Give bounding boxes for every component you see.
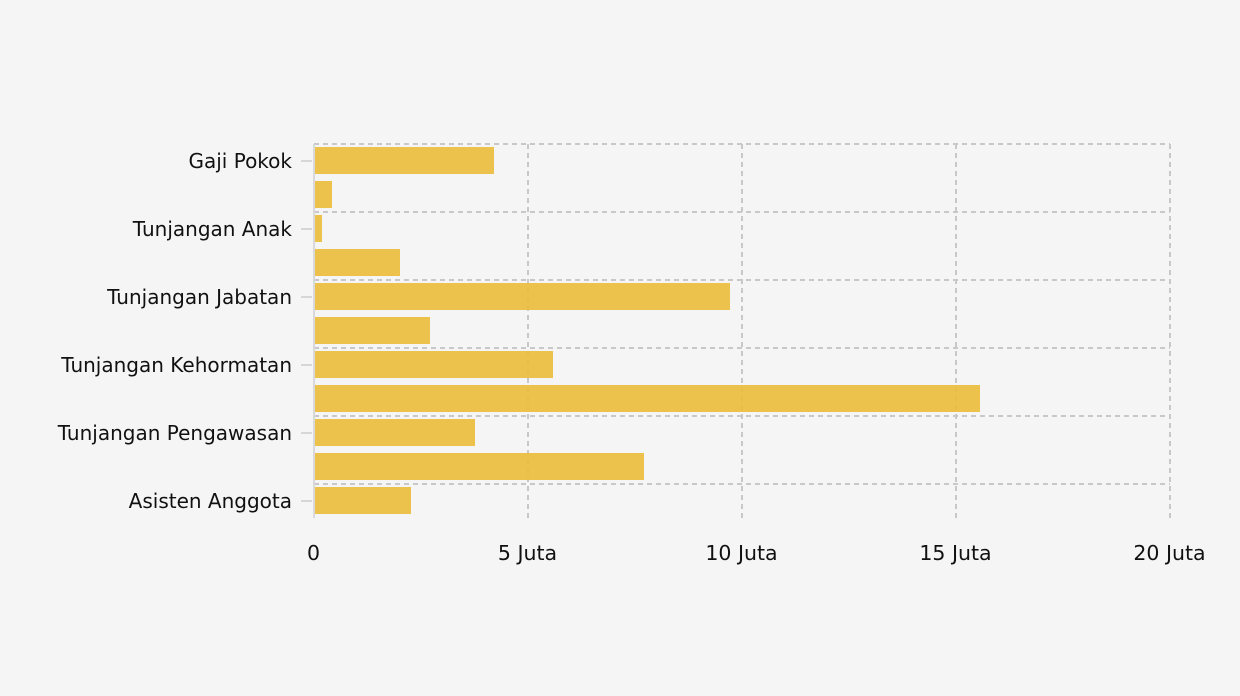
bar-tunjangan-pengawasan [314, 419, 475, 446]
y-tick-label-asisten-anggota: Asisten Anggota [128, 488, 292, 513]
x-tick-label-10-juta: 10 Juta [705, 541, 778, 565]
y-axis-spine [312, 143, 315, 518]
y-tick-mark [301, 363, 312, 366]
bar-4 [314, 249, 401, 276]
y-tick-mark [301, 227, 312, 230]
bar-tunjangan-anak [314, 215, 322, 242]
bar-tunjangan-kehormatan [314, 351, 554, 378]
bar-10 [314, 453, 645, 480]
bar-6 [314, 317, 431, 344]
y-tick-mark [301, 159, 312, 162]
y-tick-mark [301, 431, 312, 434]
y-tick-label-tunjangan-kehormatan: Tunjangan Kehormatan [61, 352, 292, 377]
x-tick-label-20-juta: 20 Juta [1133, 541, 1206, 565]
bar-asisten-anggota [314, 487, 411, 514]
y-tick-mark [301, 295, 312, 298]
bar-2 [314, 181, 333, 208]
bar-8 [314, 385, 981, 412]
y-tick-label-tunjangan-pengawasan: Tunjangan Pengawasan [57, 420, 292, 445]
x-tick-label-5-juta: 5 Juta [497, 541, 558, 565]
bar-tunjangan-jabatan [314, 283, 730, 310]
gridline-vertical-10-juta [740, 143, 743, 518]
gridline-vertical-5-juta [526, 143, 529, 518]
y-tick-label-gaji-pokok: Gaji Pokok [188, 148, 293, 173]
x-tick-label-15-juta: 15 Juta [919, 541, 992, 565]
y-tick-label-tunjangan-jabatan: Tunjangan Jabatan [107, 284, 292, 309]
y-tick-label-tunjangan-anak: Tunjangan Anak [132, 216, 292, 241]
gridline-vertical-20-juta [1168, 143, 1171, 518]
y-tick-mark [301, 499, 312, 502]
bar-gaji-pokok [314, 147, 495, 174]
x-tick-label-0: 0 [306, 541, 321, 565]
gridline-vertical-15-juta [954, 143, 957, 518]
